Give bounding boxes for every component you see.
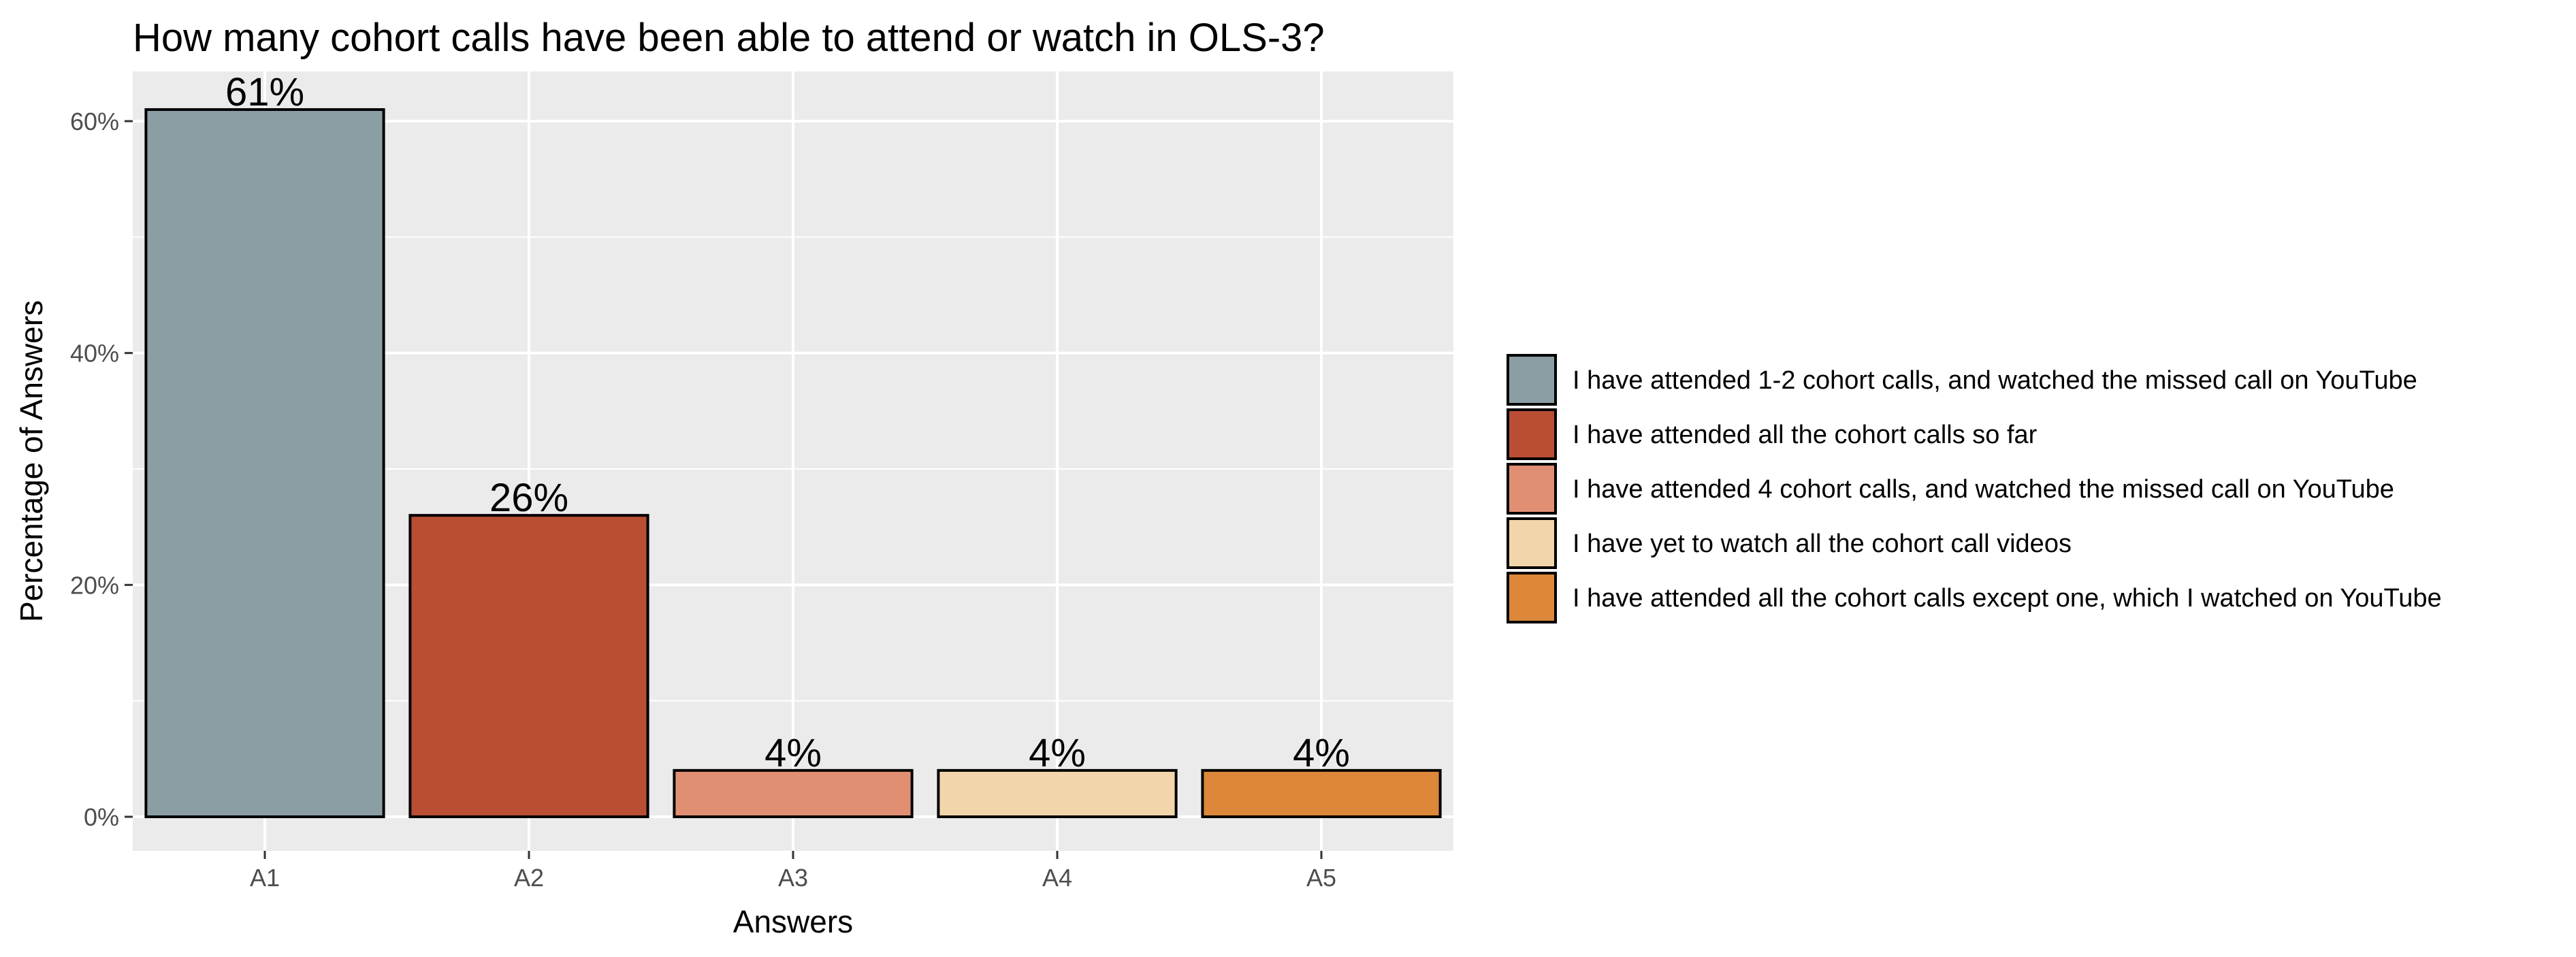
- legend-key-a4: [1507, 517, 1557, 569]
- legend-label-a3: I have attended 4 cohort calls, and watc…: [1573, 475, 2394, 504]
- x-tick-label-a1: A1: [250, 864, 280, 892]
- y-axis: 0% 20% 40% 60%: [70, 108, 133, 831]
- legend-key-a5: [1507, 572, 1557, 623]
- x-tick-label-a3: A3: [778, 864, 808, 892]
- x-axis: A1 A2 A3 A4 A5: [250, 851, 1336, 892]
- legend-key-a1: [1507, 354, 1557, 406]
- legend-label-a1: I have attended 1-2 cohort calls, and wa…: [1573, 366, 2417, 395]
- bar-a2: [408, 514, 649, 819]
- legend-key-a3: [1507, 463, 1557, 515]
- legend-label-a5: I have attended all the cohort calls exc…: [1573, 584, 2442, 613]
- x-tick-label-a5: A5: [1306, 864, 1336, 892]
- legend-label-a4: I have yet to watch all the cohort call …: [1573, 530, 2072, 558]
- data-label-a3: 4%: [764, 731, 822, 775]
- data-label-a2: 26%: [489, 476, 568, 520]
- x-tick-label-a4: A4: [1042, 864, 1072, 892]
- data-label-a4: 4%: [1029, 731, 1086, 775]
- bar-a4: [937, 768, 1178, 819]
- y-tick-label: 20%: [70, 571, 119, 599]
- data-labels: 61% 26% 4% 4% 4%: [225, 70, 1350, 775]
- data-label-a1: 61%: [225, 70, 304, 114]
- legend-label-a2: I have attended all the cohort calls so …: [1573, 421, 2038, 449]
- bar-a5: [1201, 768, 1442, 819]
- x-axis-title: Answers: [733, 904, 853, 939]
- y-tick-label: 0%: [84, 803, 119, 831]
- bars: [144, 108, 1442, 819]
- y-axis-title: Percentage of Answers: [14, 300, 49, 622]
- legend: I have attended 1-2 cohort calls, and wa…: [1507, 354, 2442, 623]
- bar-a1: [144, 108, 385, 818]
- y-tick-label: 60%: [70, 108, 119, 135]
- legend-key-a2: [1507, 408, 1557, 460]
- bar-a3: [673, 768, 914, 819]
- y-tick-label: 40%: [70, 340, 119, 368]
- chart-title: How many cohort calls have been able to …: [133, 16, 1325, 60]
- data-label-a5: 4%: [1293, 731, 1350, 775]
- x-tick-label-a2: A2: [514, 864, 544, 892]
